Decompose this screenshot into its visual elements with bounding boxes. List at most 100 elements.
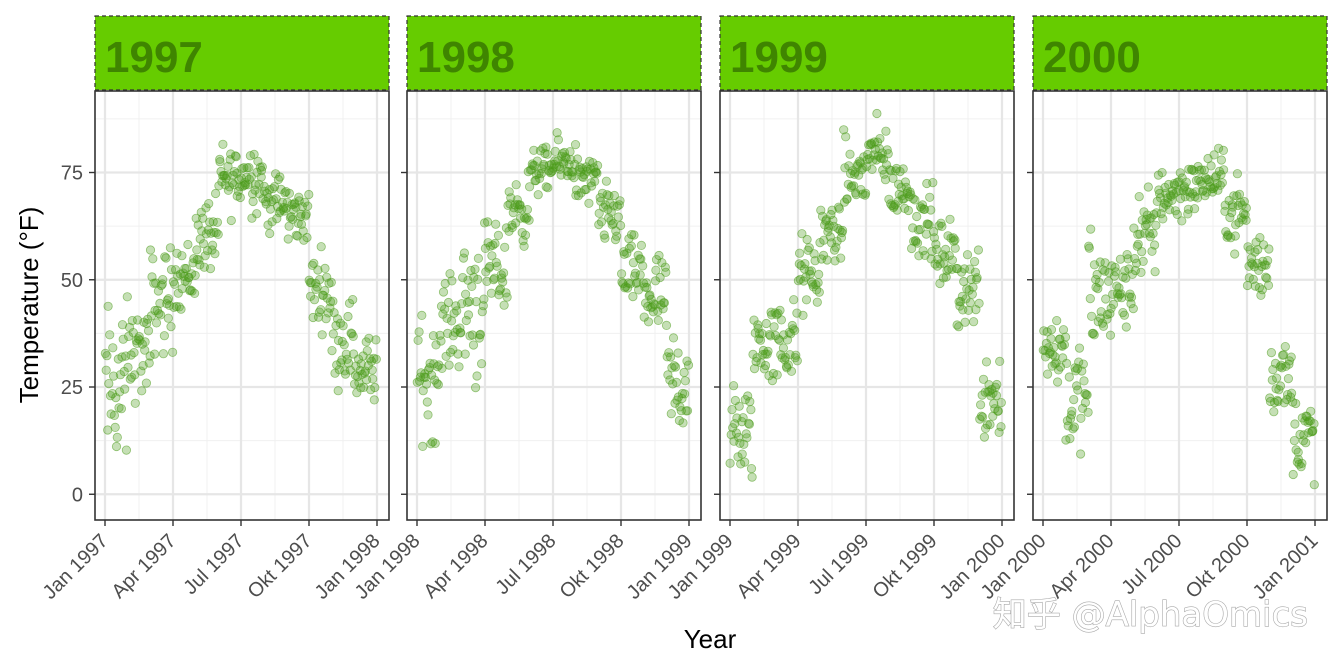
data-point — [1228, 202, 1238, 212]
x-tick-label: Jul 1997 — [180, 530, 249, 599]
data-point — [1284, 359, 1294, 369]
data-point — [651, 265, 661, 275]
data-point — [371, 354, 381, 364]
x-tick-label: Apr 1999 — [733, 530, 806, 603]
data-point — [418, 441, 428, 451]
data-point — [364, 333, 374, 343]
data-point — [370, 382, 380, 393]
data-point — [296, 219, 307, 229]
data-point — [520, 230, 531, 240]
facet-strip-background — [1032, 15, 1328, 91]
data-point — [145, 351, 155, 361]
data-point — [322, 293, 332, 303]
data-point — [1052, 315, 1062, 326]
data-point — [944, 251, 954, 261]
data-point — [1216, 155, 1227, 165]
data-point — [183, 239, 193, 250]
data-point — [797, 229, 807, 239]
data-point — [636, 254, 646, 264]
data-point — [101, 365, 111, 375]
data-point — [765, 331, 776, 341]
data-point — [109, 410, 120, 420]
x-tick-label: Okt 1999 — [869, 530, 942, 603]
data-point — [994, 427, 1004, 437]
data-point — [911, 237, 921, 247]
data-point — [304, 189, 314, 200]
data-point — [992, 379, 1002, 390]
x-tick-label: Jul 2000 — [1118, 530, 1187, 599]
data-point — [638, 261, 648, 271]
data-point — [130, 398, 140, 408]
data-point — [118, 334, 128, 344]
data-point — [1074, 343, 1085, 353]
data-point — [731, 428, 742, 438]
data-point — [643, 317, 654, 327]
data-point — [283, 234, 293, 244]
data-point — [442, 313, 452, 323]
data-point — [436, 336, 446, 346]
data-point — [1287, 388, 1297, 398]
data-point — [1225, 212, 1235, 223]
data-point — [309, 258, 319, 268]
data-point — [461, 315, 471, 326]
data-point — [458, 272, 468, 283]
data-point — [120, 384, 130, 394]
data-point — [854, 170, 864, 180]
data-point — [344, 298, 355, 308]
data-point — [1230, 231, 1240, 241]
data-point — [235, 192, 245, 203]
data-point — [103, 301, 113, 311]
data-point — [1234, 189, 1245, 199]
data-point — [970, 267, 981, 277]
data-point — [1143, 182, 1153, 192]
data-point — [199, 239, 209, 249]
data-point — [1272, 373, 1282, 383]
data-point — [849, 181, 859, 191]
data-point — [763, 346, 773, 356]
data-point — [1208, 187, 1218, 197]
data-point — [500, 242, 510, 252]
data-point — [661, 267, 671, 277]
data-point — [519, 213, 530, 223]
data-point — [1193, 193, 1203, 203]
data-point — [427, 437, 438, 447]
data-point — [460, 349, 470, 359]
data-point — [570, 140, 581, 150]
data-point — [595, 193, 605, 203]
data-point — [168, 347, 178, 357]
data-point — [947, 255, 958, 265]
data-point — [963, 305, 974, 315]
facet-strip-label: 2000 — [1043, 33, 1141, 82]
data-point — [252, 209, 262, 219]
data-point — [259, 181, 269, 191]
data-point — [309, 295, 320, 305]
data-point — [738, 413, 748, 423]
data-point — [628, 291, 638, 302]
data-point — [423, 410, 433, 420]
data-point — [1269, 407, 1279, 417]
data-point — [249, 149, 259, 159]
data-point — [326, 277, 336, 287]
data-point — [334, 365, 344, 375]
data-point — [163, 294, 174, 304]
data-point — [1076, 449, 1086, 459]
data-point — [1137, 247, 1147, 257]
data-point — [487, 251, 497, 261]
data-point — [1142, 219, 1152, 229]
data-point — [806, 266, 816, 276]
facet-strip-label: 1998 — [417, 33, 515, 82]
data-point — [646, 294, 656, 304]
data-point — [1283, 373, 1294, 384]
data-point — [1263, 280, 1274, 290]
data-point — [1121, 322, 1131, 332]
data-point — [609, 190, 620, 201]
data-point — [982, 420, 992, 430]
data-point — [109, 371, 119, 381]
data-point — [413, 335, 423, 345]
data-point — [313, 265, 323, 275]
data-point — [1241, 203, 1251, 213]
data-point — [343, 311, 353, 322]
data-point — [475, 330, 485, 340]
data-point — [615, 196, 625, 206]
